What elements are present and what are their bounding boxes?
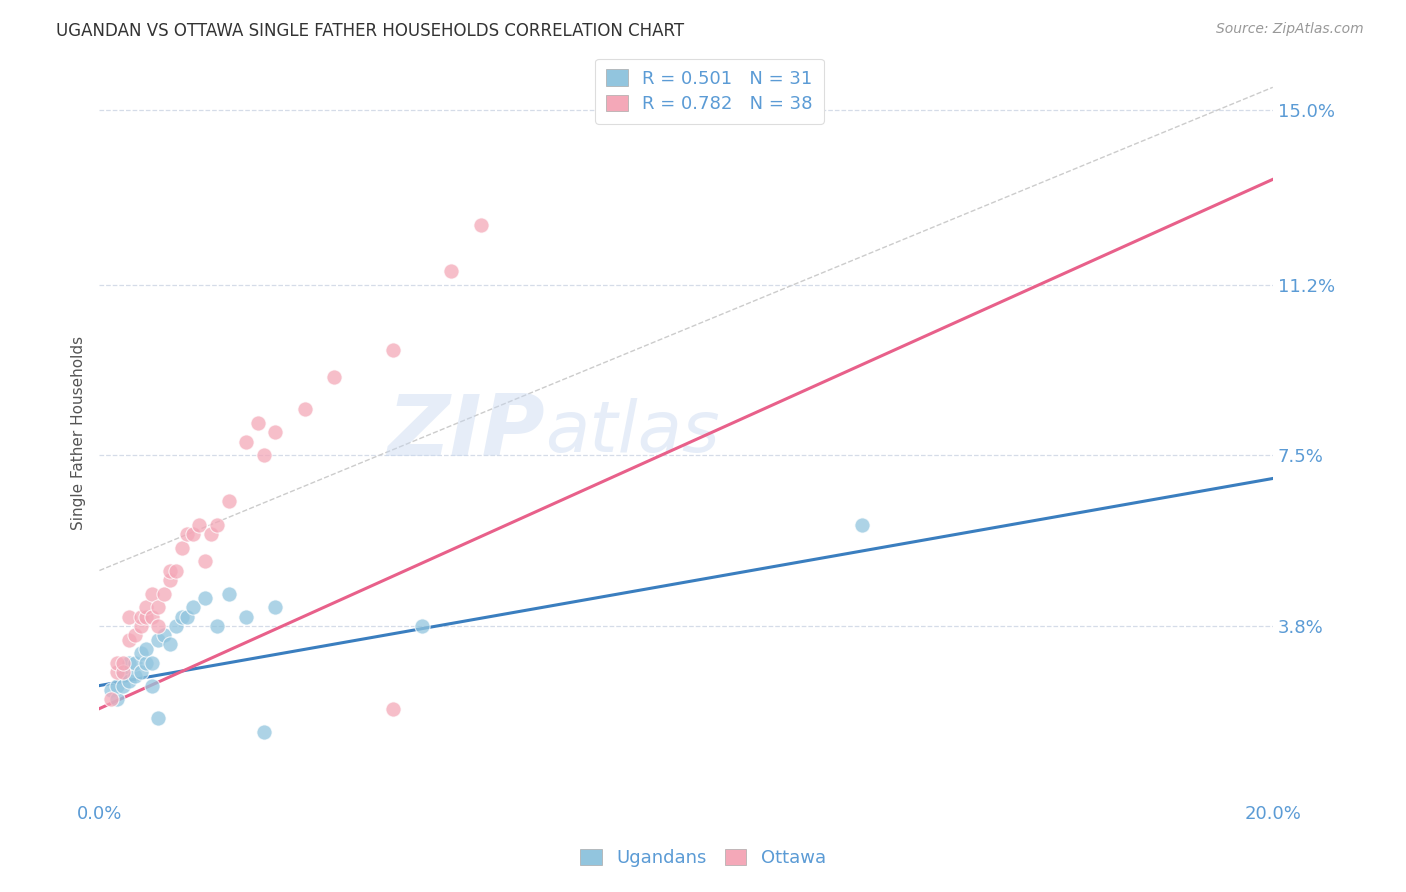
Point [246, 417, 269, 431]
Point [170, 609, 193, 624]
Point [118, 656, 141, 670]
Point [118, 632, 141, 647]
Point [381, 343, 404, 357]
Y-axis label: Single Father Households: Single Father Households [72, 335, 86, 530]
Point [181, 600, 204, 615]
Point [135, 656, 157, 670]
Point [181, 526, 204, 541]
Point [111, 679, 134, 693]
Point [105, 656, 128, 670]
Legend: Ugandans, Ottawa: Ugandans, Ottawa [572, 841, 834, 874]
Point [218, 494, 240, 508]
Point [111, 665, 134, 679]
Point [165, 619, 187, 633]
Point [253, 449, 276, 463]
Point [194, 591, 217, 606]
Point [194, 554, 217, 568]
Point [124, 669, 146, 683]
Point [100, 683, 122, 698]
Point [165, 564, 187, 578]
Point [129, 665, 152, 679]
Point [129, 609, 152, 624]
Point [159, 564, 181, 578]
Point [146, 619, 169, 633]
Point [381, 701, 404, 715]
Point [235, 434, 257, 449]
Point [205, 619, 228, 633]
Text: ZIP: ZIP [388, 391, 546, 474]
Legend: R = 0.501   N = 31, R = 0.782   N = 38: R = 0.501 N = 31, R = 0.782 N = 38 [595, 59, 824, 124]
Point [135, 609, 157, 624]
Point [218, 586, 240, 600]
Point [105, 679, 128, 693]
Point [264, 425, 287, 440]
Point [851, 517, 873, 532]
Point [153, 586, 176, 600]
Point [253, 724, 276, 739]
Point [135, 600, 157, 615]
Point [470, 219, 492, 233]
Point [323, 370, 346, 384]
Point [124, 656, 146, 670]
Point [146, 600, 169, 615]
Point [205, 517, 228, 532]
Point [100, 692, 122, 706]
Point [141, 586, 163, 600]
Point [129, 646, 152, 660]
Point [411, 619, 433, 633]
Point [176, 609, 198, 624]
Point [159, 573, 181, 587]
Point [153, 628, 176, 642]
Text: Source: ZipAtlas.com: Source: ZipAtlas.com [1216, 22, 1364, 37]
Point [170, 541, 193, 555]
Point [141, 679, 163, 693]
Point [146, 632, 169, 647]
Point [146, 711, 169, 725]
Point [105, 692, 128, 706]
Point [294, 402, 316, 417]
Text: atlas: atlas [546, 398, 720, 467]
Point [235, 609, 257, 624]
Point [200, 526, 222, 541]
Point [264, 600, 287, 615]
Text: UGANDAN VS OTTAWA SINGLE FATHER HOUSEHOLDS CORRELATION CHART: UGANDAN VS OTTAWA SINGLE FATHER HOUSEHOL… [56, 22, 685, 40]
Point [141, 656, 163, 670]
Point [440, 264, 463, 278]
Point [111, 656, 134, 670]
Point [118, 609, 141, 624]
Point [159, 637, 181, 651]
Point [111, 665, 134, 679]
Point [188, 517, 211, 532]
Point [141, 609, 163, 624]
Point [176, 526, 198, 541]
Point [124, 628, 146, 642]
Point [105, 665, 128, 679]
Point [129, 619, 152, 633]
Point [135, 641, 157, 656]
Point [118, 673, 141, 688]
